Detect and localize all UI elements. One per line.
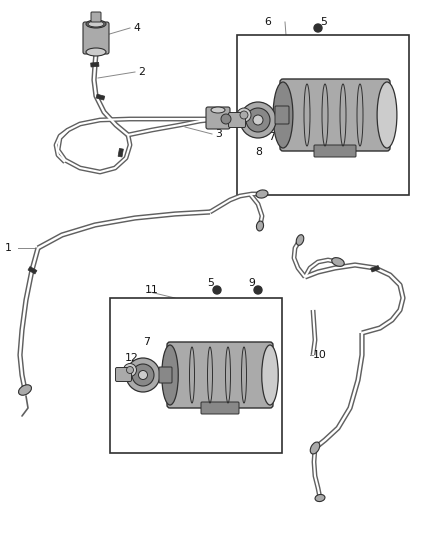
FancyBboxPatch shape [167,342,273,408]
Circle shape [240,102,276,138]
FancyBboxPatch shape [314,145,356,157]
Text: 10: 10 [313,350,327,360]
Ellipse shape [262,345,278,405]
Circle shape [138,370,148,379]
Text: 7: 7 [143,337,150,347]
Bar [28,266,37,274]
FancyBboxPatch shape [229,112,246,127]
FancyBboxPatch shape [206,107,230,129]
Ellipse shape [256,221,264,231]
Circle shape [314,24,322,32]
Circle shape [253,115,263,125]
Bar [91,62,99,67]
FancyBboxPatch shape [159,367,172,383]
Ellipse shape [332,257,344,266]
FancyBboxPatch shape [116,367,131,382]
Text: 6: 6 [264,17,271,27]
Circle shape [240,111,248,119]
Bar [110,298,282,453]
Bar [96,94,105,100]
Text: 12: 12 [125,353,139,363]
Ellipse shape [296,235,304,245]
Text: 1: 1 [5,243,12,253]
Ellipse shape [273,82,293,148]
Ellipse shape [162,345,178,405]
Ellipse shape [88,21,104,27]
Text: 4: 4 [133,23,140,33]
Ellipse shape [256,190,268,198]
Text: 5: 5 [320,17,327,27]
Ellipse shape [377,82,397,148]
Bar [118,148,124,157]
Text: 4: 4 [228,115,235,125]
Circle shape [221,114,231,124]
FancyBboxPatch shape [201,402,239,414]
Circle shape [237,108,251,122]
Circle shape [127,367,134,374]
Ellipse shape [211,107,225,113]
Bar [371,265,379,272]
Circle shape [132,364,154,386]
FancyBboxPatch shape [91,12,101,22]
Circle shape [213,286,221,294]
Circle shape [124,364,137,376]
FancyBboxPatch shape [83,22,109,54]
Text: 7: 7 [268,132,275,142]
Text: 5: 5 [207,278,214,288]
FancyBboxPatch shape [275,106,289,124]
Circle shape [254,286,262,294]
Text: 9: 9 [248,278,255,288]
Ellipse shape [86,48,106,56]
Text: 2: 2 [138,67,145,77]
Ellipse shape [86,20,106,28]
Ellipse shape [315,495,325,502]
Text: 8: 8 [255,147,262,157]
Text: 3: 3 [215,129,222,139]
Ellipse shape [18,385,32,395]
Circle shape [126,358,160,392]
Bar [237,35,409,195]
Ellipse shape [310,442,320,454]
Text: 11: 11 [145,285,159,295]
FancyBboxPatch shape [280,79,390,151]
Circle shape [246,108,270,132]
